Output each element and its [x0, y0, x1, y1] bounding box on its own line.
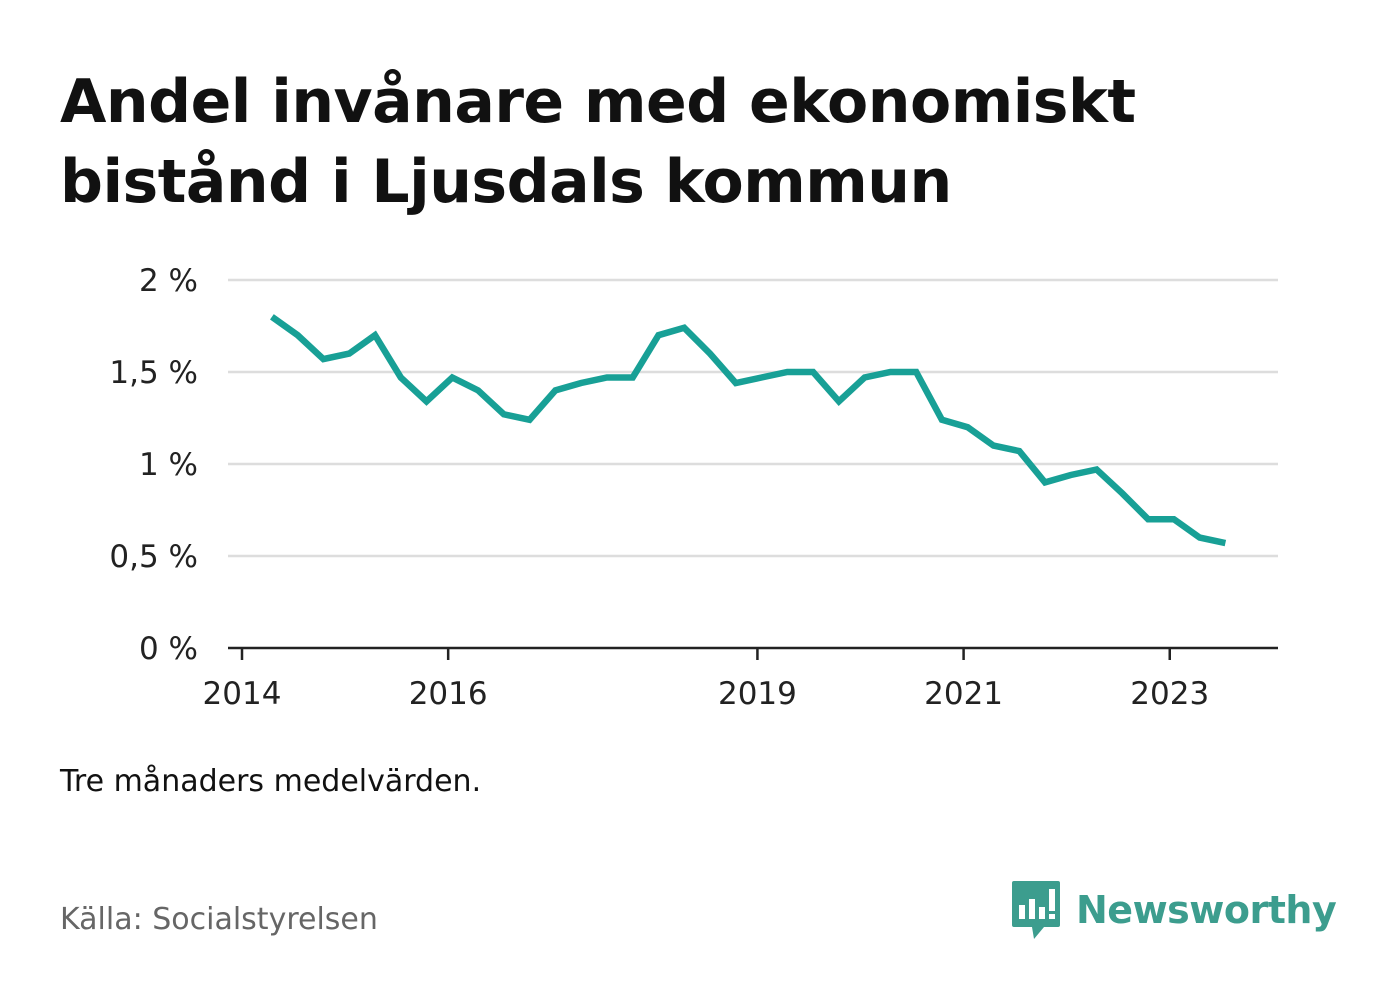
source-credit: Källa: Socialstyrelsen — [60, 902, 378, 937]
x-tick-label: 2021 — [924, 676, 1003, 712]
series-lines — [270, 314, 1227, 547]
y-tick-label: 1,5 % — [109, 355, 198, 391]
gridlines — [228, 278, 1278, 558]
y-axis-tick-labels: 0 % 0,5 % 1 % 1,5 % 2 % — [109, 263, 198, 667]
x-tick-label: 2016 — [409, 676, 488, 712]
y-tick-label: 0,5 % — [109, 539, 198, 575]
x-tick-label: 2014 — [203, 676, 282, 712]
y-tick-label: 1 % — [139, 447, 198, 483]
newsworthy-logo-icon — [1012, 881, 1060, 939]
y-tick-label: 2 % — [139, 263, 198, 299]
chart-title: Andel invånare med ekonomiskt bistånd i … — [60, 67, 1136, 217]
brand-name: Newsworthy — [1076, 888, 1337, 932]
y-tick-label: 0 % — [139, 631, 198, 667]
series-line — [270, 314, 1227, 547]
newsworthy-brand[interactable]: Newsworthy — [1010, 878, 1337, 942]
chart-note: Tre månaders medelvärden. — [60, 764, 482, 799]
x-axis: 2014 2016 2019 2021 2023 — [203, 646, 1278, 712]
x-tick-label: 2023 — [1130, 676, 1209, 712]
x-tick-label: 2019 — [718, 676, 797, 712]
